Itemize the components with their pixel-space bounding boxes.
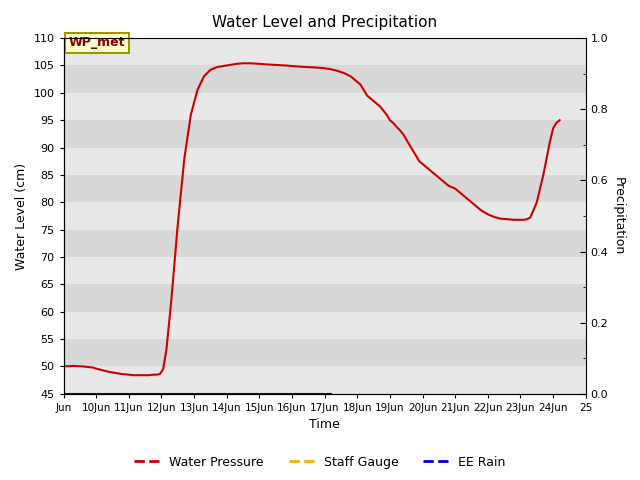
Y-axis label: Water Level (cm): Water Level (cm) xyxy=(15,162,28,270)
Bar xyxy=(63,202,586,229)
Bar xyxy=(63,38,586,65)
Text: WP_met: WP_met xyxy=(68,36,125,49)
Legend: Water Pressure, Staff Gauge, EE Rain: Water Pressure, Staff Gauge, EE Rain xyxy=(129,451,511,474)
Bar xyxy=(63,339,586,366)
Bar xyxy=(63,65,586,93)
Bar xyxy=(63,120,586,147)
Bar xyxy=(63,147,586,175)
Title: Water Level and Precipitation: Water Level and Precipitation xyxy=(212,15,437,30)
Bar xyxy=(63,175,586,202)
Bar xyxy=(63,366,586,394)
Y-axis label: Precipitation: Precipitation xyxy=(612,177,625,255)
Bar xyxy=(63,229,586,257)
Bar xyxy=(63,284,586,312)
Bar xyxy=(63,93,586,120)
Bar xyxy=(63,257,586,284)
Bar xyxy=(63,312,586,339)
X-axis label: Time: Time xyxy=(309,419,340,432)
